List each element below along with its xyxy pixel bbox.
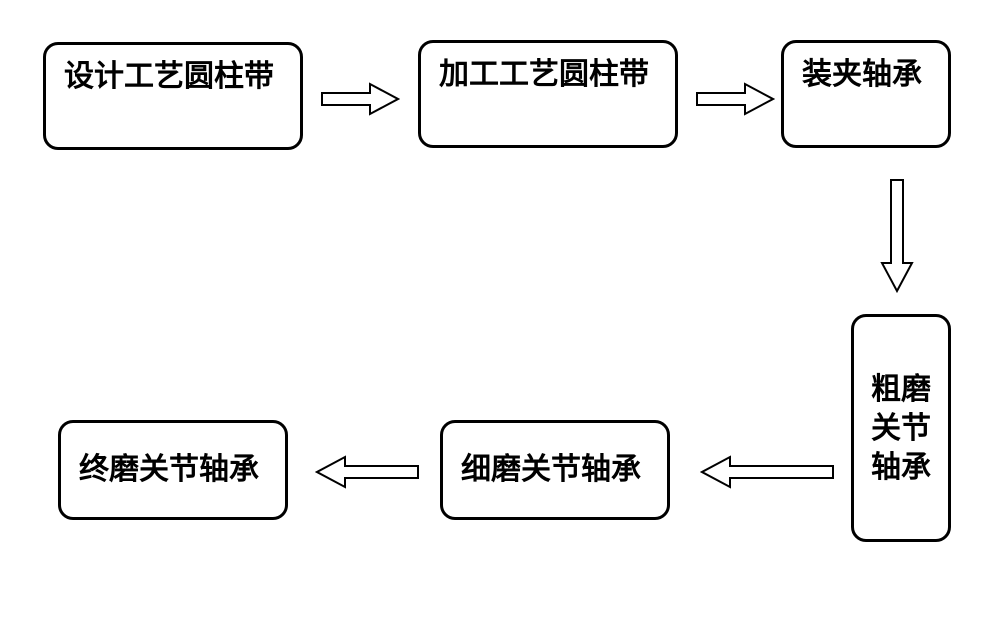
- node-label: 终磨关节轴承: [79, 450, 259, 491]
- node-label: 装夹轴承: [802, 55, 922, 96]
- flowchart-node-final-grind: 终磨关节轴承: [58, 420, 288, 520]
- flowchart-node-rough-grind: 粗磨关节轴承: [851, 314, 951, 542]
- arrow-right-icon: [695, 82, 775, 116]
- arrow-down-icon: [880, 178, 914, 293]
- arrow-right-icon: [320, 82, 400, 116]
- node-label: 细磨关节轴承: [461, 450, 641, 491]
- flowchart-node-fine-grind: 细磨关节轴承: [440, 420, 670, 520]
- flowchart-node-design: 设计工艺圆柱带: [43, 42, 303, 150]
- node-label: 设计工艺圆柱带: [64, 57, 274, 98]
- node-label: 粗磨关节轴承: [871, 370, 931, 487]
- flowchart-node-process: 加工工艺圆柱带: [418, 40, 678, 148]
- flowchart-node-clamp: 装夹轴承: [781, 40, 951, 148]
- arrow-left-icon: [315, 455, 420, 489]
- node-label: 加工工艺圆柱带: [439, 55, 649, 96]
- arrow-left-icon: [700, 455, 835, 489]
